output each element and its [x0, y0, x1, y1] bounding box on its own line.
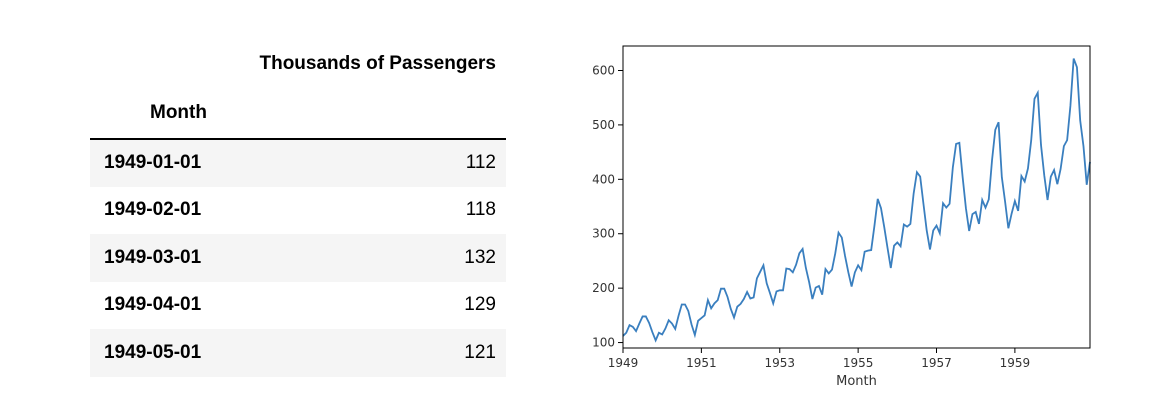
plot-frame: [622, 45, 1091, 349]
dataframe-table-container: Thousands of Passengers Month 1949-01-01…: [90, 40, 506, 377]
x-tick-label: 1953: [764, 356, 795, 370]
y-tick-label: 500: [592, 118, 615, 132]
table-row: 1949-05-01 121: [90, 329, 506, 377]
index-header-month: Month: [90, 88, 225, 140]
y-tick-label: 300: [592, 227, 615, 241]
x-tick-label: 1959: [1000, 356, 1031, 370]
x-axis-title: Month: [836, 374, 877, 389]
x-tick-label: 1951: [686, 356, 717, 370]
row-index-month: 1949-05-01: [104, 341, 202, 363]
row-value-passengers: 121: [464, 341, 496, 363]
row-index-month: 1949-04-01: [104, 294, 202, 316]
row-value-passengers: 132: [464, 246, 496, 268]
index-header-spacer: [224, 88, 506, 140]
row-index-month: 1949-03-01: [104, 246, 202, 268]
y-tick-label: 200: [592, 281, 615, 295]
series-line-passengers: [622, 58, 1091, 343]
x-tick-label: 1957: [921, 356, 952, 370]
column-header-passengers: Thousands of Passengers: [259, 53, 496, 74]
y-tick-label: 600: [592, 63, 615, 77]
table-row: 1949-03-01 132: [90, 234, 506, 282]
y-axis: 100 200 300 400 500 600: [592, 63, 623, 350]
line-chart: 1949 1951 1953 1955 1957 1959 100 200 300 400 500…: [592, 45, 1091, 389]
x-tick-label: 1949: [608, 356, 639, 370]
y-tick-label: 100: [592, 336, 615, 350]
table-row: 1949-01-01 112: [90, 139, 506, 187]
dataframe-table: Thousands of Passengers Month 1949-01-01…: [90, 40, 506, 377]
row-index-month: 1949-01-01: [104, 152, 202, 174]
x-tick-label: 1955: [843, 356, 874, 370]
y-tick-label: 400: [592, 172, 615, 186]
x-axis: 1949 1951 1953 1955 1957 1959: [608, 348, 1030, 370]
row-index-month: 1949-02-01: [104, 199, 202, 221]
line-chart-container: 1949 1951 1953 1955 1957 1959 100 200 300 400 500…: [560, 30, 1120, 410]
row-value-passengers: 112: [465, 152, 496, 174]
row-value-passengers: 129: [464, 294, 496, 316]
table-row: 1949-04-01 129: [90, 282, 506, 330]
row-value-passengers: 118: [465, 199, 496, 221]
table-row: 1949-02-01 118: [90, 187, 506, 235]
index-blank-header: [90, 40, 225, 88]
